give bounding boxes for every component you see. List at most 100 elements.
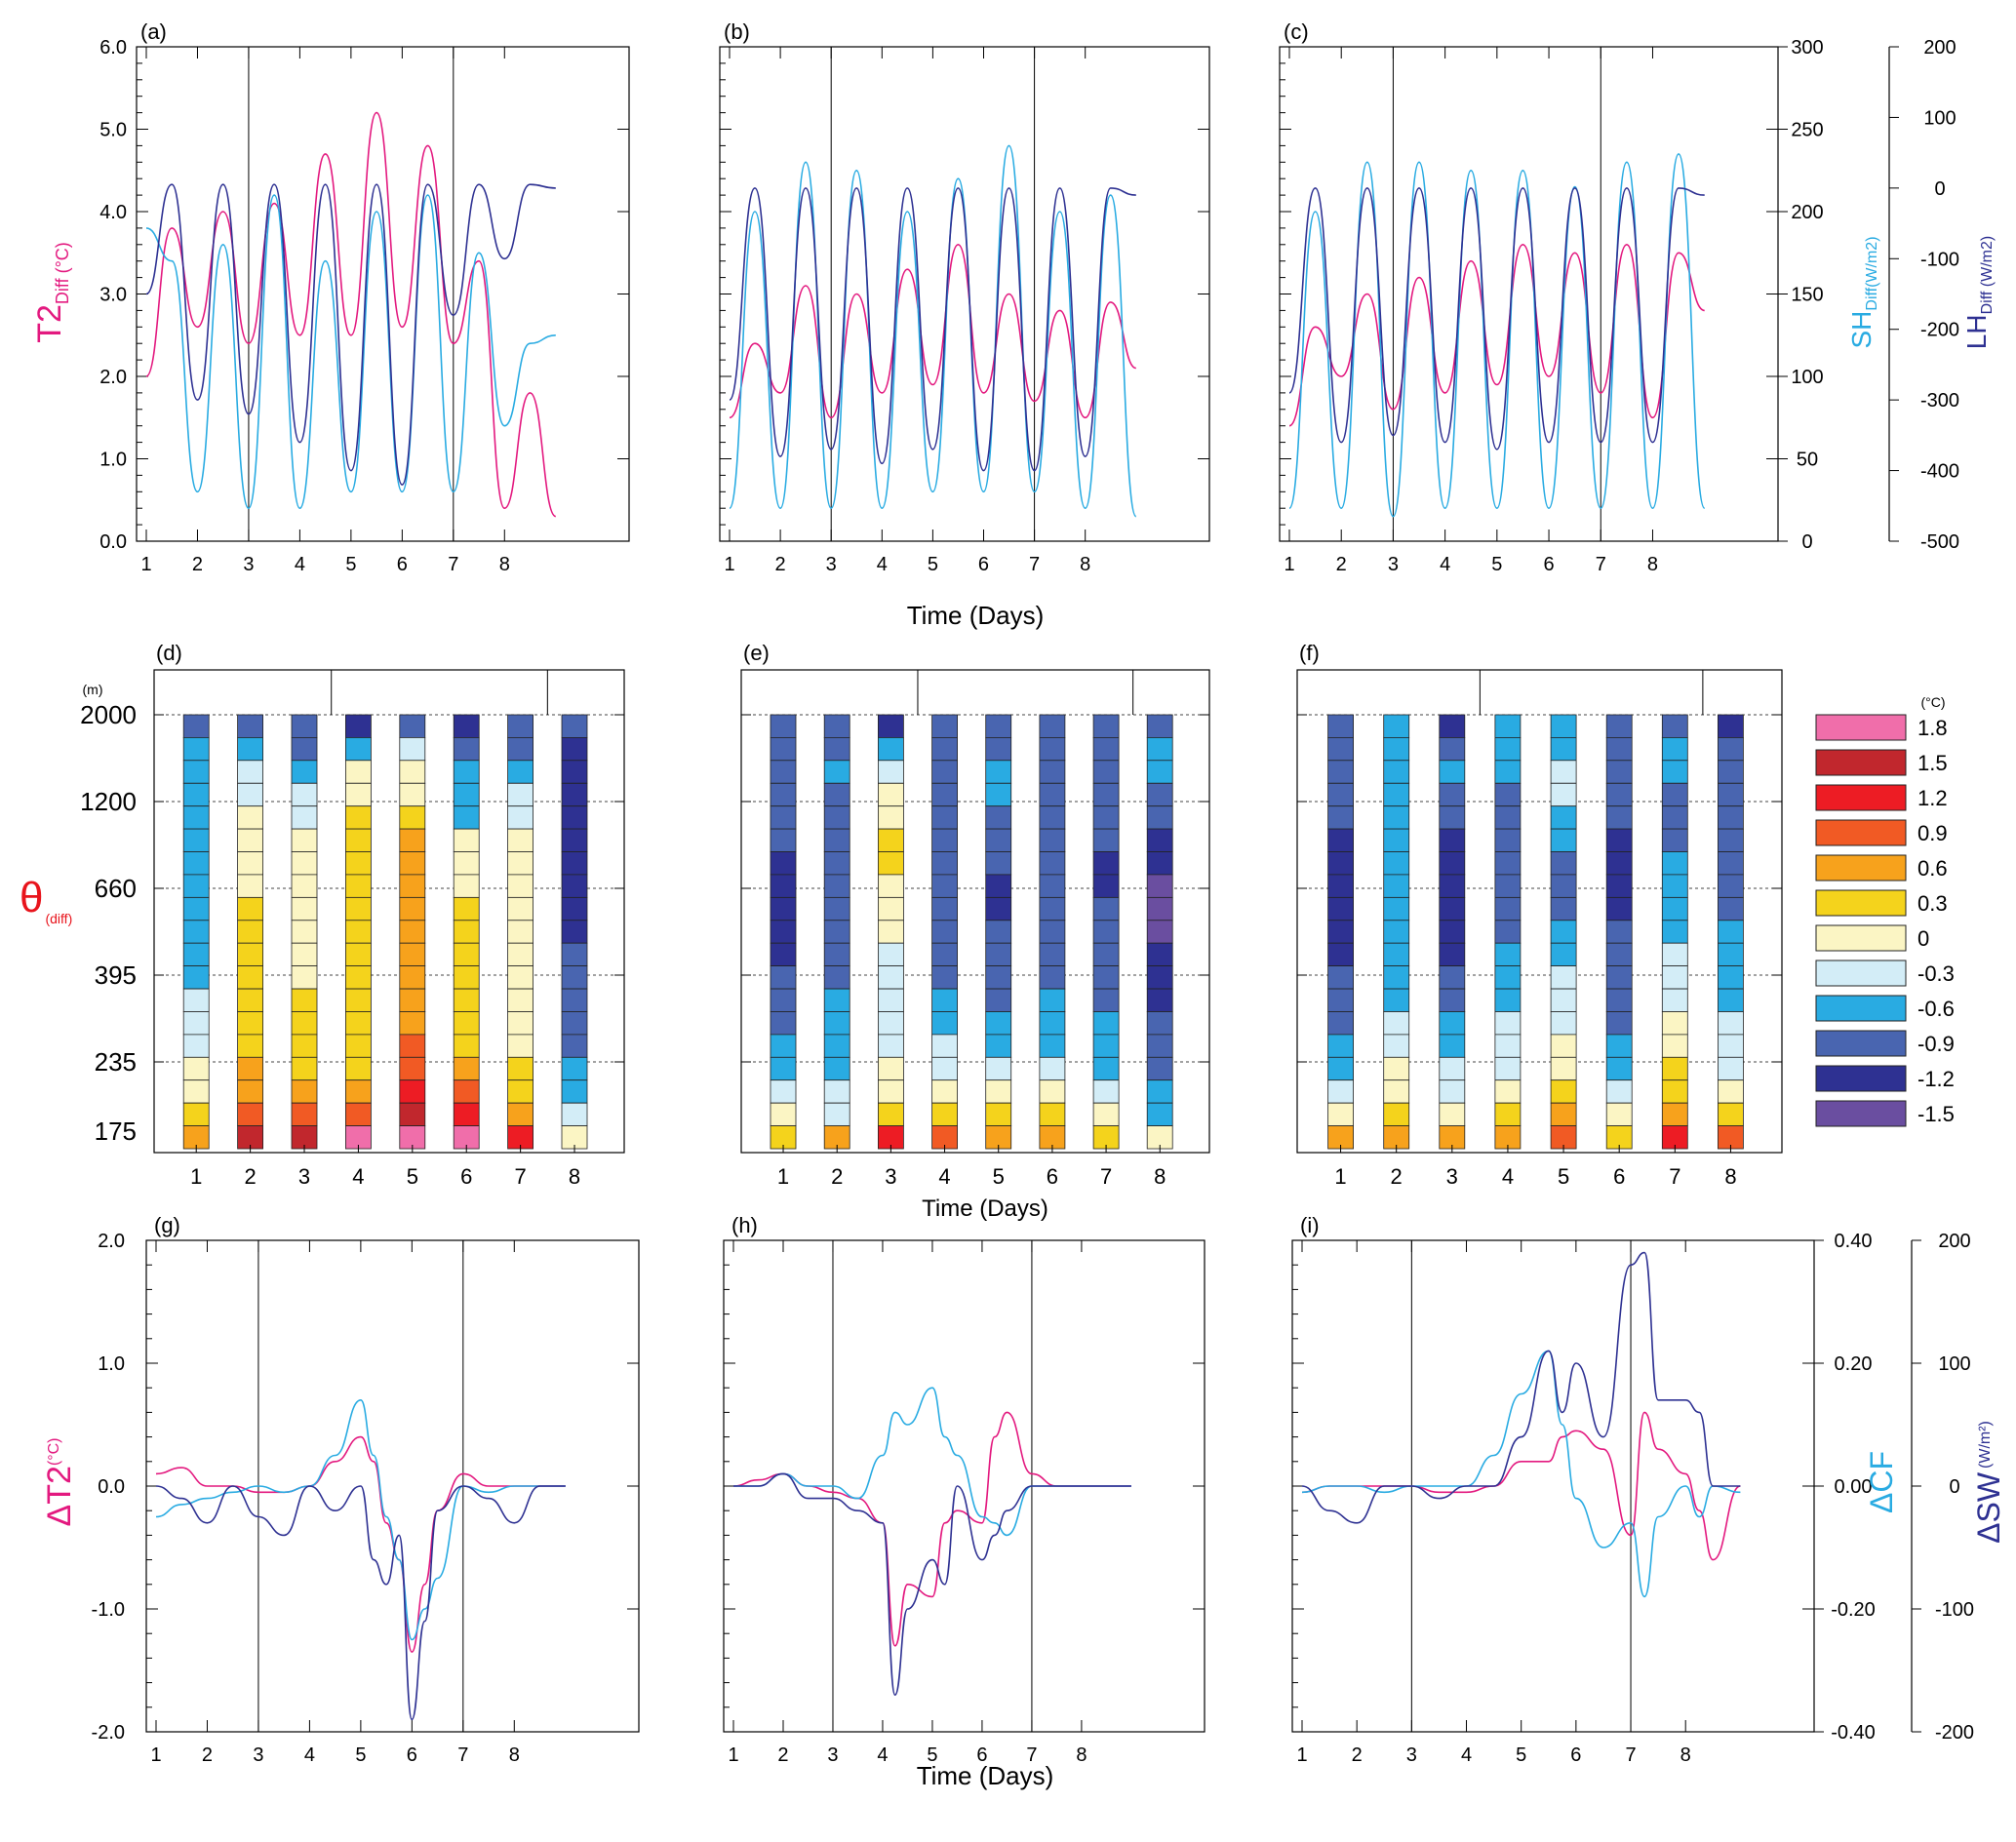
theta-cell — [1092, 805, 1120, 830]
panel-c: (c) 1 2 3 4 5 6 7 8 — [1279, 20, 1779, 575]
profile-column-day-2 — [1383, 714, 1410, 1150]
sw-tick-label: -100 — [1935, 1599, 1974, 1621]
theta-cell — [507, 874, 534, 898]
theta-cell — [1092, 760, 1120, 784]
theta-cell — [1550, 1102, 1577, 1127]
theta-cell — [823, 965, 850, 990]
theta-cell — [1605, 805, 1633, 830]
lh-label-main: LH — [1961, 314, 1992, 349]
theta-cell — [561, 965, 588, 990]
theta-cell — [1439, 874, 1466, 898]
panel-label: (c) — [1284, 20, 1309, 44]
theta-cell — [1146, 760, 1173, 784]
theta-cell — [291, 805, 318, 830]
theta-cell — [985, 782, 1012, 807]
x-tick-label: 3 — [826, 554, 837, 575]
theta-cell — [1383, 782, 1410, 807]
theta-cell — [1661, 714, 1688, 738]
x-tick-label: 2 — [775, 554, 786, 575]
theta-cell — [291, 920, 318, 944]
y-tick-label: 2.0 — [99, 367, 127, 388]
theta-cell — [1327, 965, 1354, 990]
theta-cell — [1661, 920, 1688, 944]
lh-tick-label: 200 — [1923, 37, 1956, 59]
theta-cell — [1605, 737, 1633, 762]
theta-cell — [1327, 782, 1354, 807]
theta-cell — [182, 897, 210, 921]
profile-column-day-5 — [985, 714, 1012, 1150]
theta-cell — [1439, 805, 1466, 830]
theta-cell — [1661, 828, 1688, 852]
theta-cell — [291, 714, 318, 738]
theta-cell — [1605, 942, 1633, 967]
theta-cell — [1718, 1034, 1744, 1058]
theta-cell — [1661, 851, 1688, 876]
theta-cell — [237, 760, 264, 784]
theta-cell — [291, 760, 318, 784]
theta-cell — [453, 965, 480, 990]
x-tick-label: 4 — [877, 1744, 888, 1766]
theta-cell — [237, 874, 264, 898]
theta-cell — [1550, 920, 1577, 944]
theta-cell — [182, 737, 210, 762]
series-t2-line — [1288, 243, 1705, 427]
theta-cell — [453, 897, 480, 921]
theta-cell — [1327, 1011, 1354, 1036]
theta-cell — [561, 988, 588, 1012]
profile-column-day-6 — [1039, 714, 1066, 1150]
theta-cell — [399, 851, 426, 876]
theta-cell — [1039, 1102, 1066, 1127]
legend-swatch — [1815, 784, 1907, 811]
theta-cell — [453, 942, 480, 967]
theta-cell — [1718, 760, 1744, 784]
x-tick-label: 5 — [407, 1164, 418, 1189]
theta-cell — [399, 988, 426, 1012]
profile-column-day-6 — [1605, 714, 1633, 1150]
series-t2-line — [729, 243, 1137, 419]
theta-cell — [770, 1011, 797, 1036]
theta-cell — [1605, 760, 1633, 784]
legend-swatch — [1815, 995, 1907, 1022]
theta-cell — [1383, 828, 1410, 852]
theta-cell — [878, 828, 904, 852]
theta-cell — [1039, 760, 1066, 784]
legend-swatch — [1815, 1065, 1907, 1092]
y-tick-label: 1.0 — [99, 450, 127, 471]
theta-cell — [1146, 1011, 1173, 1036]
theta-cell — [1605, 920, 1633, 944]
theta-cell — [1039, 737, 1066, 762]
sw-tick-label: 0 — [1949, 1476, 1959, 1498]
theta-cell — [507, 897, 534, 921]
theta-cell — [344, 1034, 372, 1058]
x-tick-label: 1 — [190, 1164, 202, 1189]
x-tick-label: 6 — [976, 1744, 987, 1766]
theta-cell — [182, 942, 210, 967]
theta-cell — [985, 1056, 1012, 1081]
theta-cell — [1383, 760, 1410, 784]
theta-cell — [770, 851, 797, 876]
legend-label: -1.2 — [1917, 1067, 1955, 1091]
theta-cell — [237, 851, 264, 876]
x-tick-label: 7 — [1029, 554, 1040, 575]
theta-cell — [399, 760, 426, 784]
lh-tick-label: 0 — [1934, 178, 1945, 200]
theta-cell — [1439, 1079, 1466, 1104]
x-tick-label: 4 — [1502, 1164, 1514, 1189]
series-lh-line — [729, 187, 1136, 472]
panel-frame — [1296, 669, 1783, 1154]
theta-cell — [1146, 920, 1173, 944]
theta-cell — [985, 965, 1012, 990]
theta-cell — [399, 874, 426, 898]
theta-cell — [931, 897, 958, 921]
x-tick-label: 5 — [345, 554, 356, 575]
theta-cell — [770, 920, 797, 944]
theta-cell — [1494, 760, 1522, 784]
theta-cell — [453, 920, 480, 944]
theta-cell — [1605, 828, 1633, 852]
series-sh-line — [1288, 153, 1706, 518]
x-tick-label: 4 — [877, 554, 888, 575]
theta-cell — [1439, 920, 1466, 944]
theta-cell — [1718, 1056, 1744, 1081]
legend-label: -1.5 — [1917, 1102, 1955, 1126]
theta-cell — [182, 1034, 210, 1058]
